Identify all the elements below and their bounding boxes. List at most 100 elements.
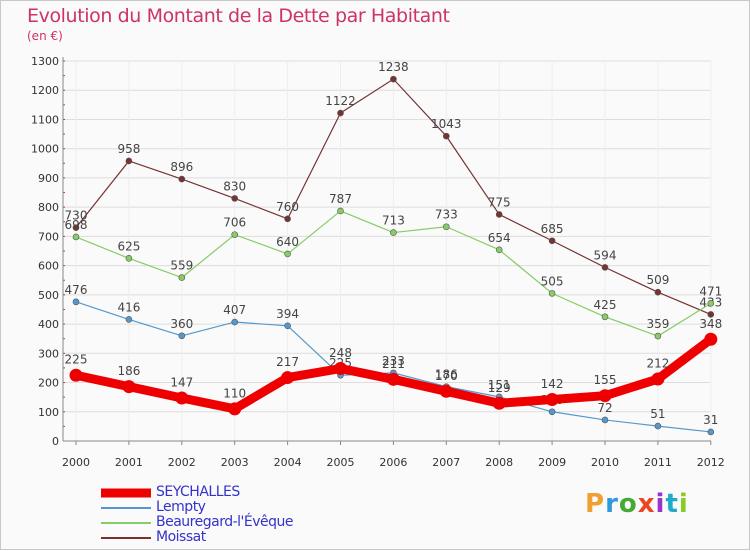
- data-label-beauregard-l-v-que: 505: [541, 274, 564, 288]
- data-label-beauregard-l-v-que: 471: [699, 284, 722, 298]
- data-label-seychalles: 217: [276, 355, 299, 369]
- x-tick-label: 2004: [274, 456, 302, 469]
- legend-swatch-line: [101, 536, 151, 539]
- data-point-beauregard-l-v-que: [601, 313, 609, 321]
- data-label-lempty: 72: [597, 401, 612, 415]
- data-point-beauregard-l-v-que: [125, 255, 133, 262]
- data-point-lempty: [178, 332, 186, 340]
- data-label-seychalles: 348: [699, 317, 722, 331]
- y-tick-label: 500: [38, 289, 59, 302]
- data-label-beauregard-l-v-que: 359: [646, 317, 669, 331]
- data-point-seychalles: [386, 372, 400, 386]
- y-tick-label: 400: [38, 318, 59, 331]
- data-label-lempty: 31: [703, 413, 718, 427]
- data-point-lempty: [707, 428, 715, 436]
- legend-label: Beauregard-l'Évêque: [156, 514, 294, 530]
- legend-swatch: [101, 485, 151, 500]
- data-label-moissat: 509: [646, 273, 669, 287]
- data-point-moissat: [72, 224, 80, 231]
- x-tick-label: 2009: [538, 456, 566, 469]
- legend-swatch: [101, 530, 151, 545]
- data-point-beauregard-l-v-que: [284, 250, 291, 258]
- x-tick-label: 2001: [115, 456, 143, 469]
- data-point-moissat: [707, 311, 715, 318]
- data-label-seychalles: 129: [488, 381, 511, 395]
- data-point-beauregard-l-v-que: [495, 246, 503, 254]
- data-label-moissat: 594: [594, 248, 617, 262]
- data-label-beauregard-l-v-que: 787: [329, 192, 352, 206]
- legend-swatch: [101, 515, 151, 530]
- data-point-beauregard-l-v-que: [72, 233, 80, 241]
- data-point-seychalles: [281, 371, 295, 385]
- y-tick-label: 600: [38, 260, 59, 273]
- data-label-seychalles: 211: [382, 357, 405, 371]
- data-point-moissat: [548, 237, 556, 245]
- data-point-beauregard-l-v-que: [707, 300, 715, 307]
- data-label-seychalles: 170: [435, 369, 458, 383]
- data-label-moissat: 896: [170, 160, 193, 174]
- data-label-moissat: 775: [488, 195, 511, 209]
- data-point-seychalles: [545, 392, 559, 406]
- y-tick-label: 1300: [31, 55, 59, 68]
- data-point-seychalles: [439, 384, 453, 398]
- data-label-beauregard-l-v-que: 425: [594, 298, 617, 312]
- data-point-seychalles: [228, 402, 242, 416]
- data-label-lempty: 360: [170, 317, 193, 331]
- legend-label: Moissat: [156, 529, 206, 545]
- legend-swatch-line: [101, 521, 151, 524]
- data-label-beauregard-l-v-que: 559: [170, 259, 193, 273]
- y-tick-label: 900: [38, 172, 59, 185]
- data-point-moissat: [284, 215, 291, 223]
- x-tick-label: 2002: [168, 456, 196, 469]
- legend-label: Lempty: [156, 499, 206, 515]
- x-tick-label: 2003: [221, 456, 249, 469]
- data-label-lempty: 151: [488, 378, 511, 392]
- data-point-seychalles: [334, 362, 347, 376]
- data-point-seychalles: [69, 368, 83, 382]
- data-label-seychalles: 147: [170, 376, 193, 390]
- data-point-beauregard-l-v-que: [654, 332, 662, 340]
- data-point-beauregard-l-v-que: [390, 229, 397, 236]
- data-label-seychalles: 248: [329, 346, 352, 360]
- y-tick-label: 1200: [31, 84, 59, 97]
- data-point-beauregard-l-v-que: [337, 207, 344, 215]
- data-point-moissat: [178, 175, 186, 183]
- data-point-seychalles: [492, 396, 506, 410]
- data-label-beauregard-l-v-que: 706: [223, 216, 246, 230]
- legend-label: SEYCHALLES: [156, 484, 240, 500]
- data-label-seychalles: 212: [646, 357, 669, 371]
- data-point-lempty: [601, 416, 609, 424]
- data-label-seychalles: 155: [594, 373, 617, 387]
- legend-swatch-line: [101, 506, 151, 509]
- data-point-lempty: [125, 316, 133, 323]
- data-label-moissat: 958: [117, 142, 140, 156]
- data-point-seychalles: [122, 380, 136, 394]
- x-tick-label: 2006: [379, 456, 407, 469]
- proxiti-logo: Proxiti: [585, 489, 689, 519]
- y-tick-label: 100: [38, 406, 59, 419]
- data-point-lempty: [548, 408, 556, 416]
- data-point-moissat: [390, 75, 397, 83]
- data-label-beauregard-l-v-que: 713: [382, 214, 405, 228]
- data-point-seychalles: [175, 391, 189, 405]
- data-label-moissat: 730: [65, 209, 88, 223]
- data-point-moissat: [337, 109, 344, 117]
- data-point-moissat: [495, 211, 503, 218]
- data-label-moissat: 1238: [378, 60, 409, 74]
- y-tick-label: 1000: [31, 143, 59, 156]
- data-point-beauregard-l-v-que: [178, 274, 186, 281]
- data-label-beauregard-l-v-que: 640: [276, 235, 299, 249]
- data-point-beauregard-l-v-que: [442, 223, 450, 231]
- data-label-beauregard-l-v-que: 733: [435, 208, 458, 222]
- data-label-seychalles: 142: [541, 377, 564, 391]
- y-tick-label: 0: [52, 435, 59, 448]
- data-point-lempty: [284, 322, 291, 330]
- data-label-beauregard-l-v-que: 625: [117, 239, 140, 253]
- data-point-moissat: [125, 157, 133, 165]
- data-label-moissat: 1122: [325, 94, 356, 108]
- y-tick-label: 800: [38, 201, 59, 214]
- x-tick-label: 2000: [62, 456, 90, 469]
- x-tick-label: 2011: [644, 456, 672, 469]
- x-tick-label: 2005: [327, 456, 355, 469]
- data-point-moissat: [442, 132, 450, 140]
